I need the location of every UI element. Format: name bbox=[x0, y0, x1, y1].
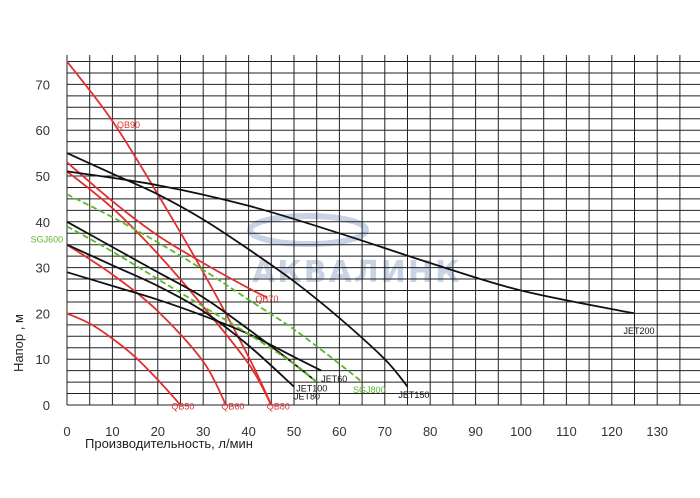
curve-qb70 bbox=[66, 161, 268, 299]
curve-qb60 bbox=[66, 243, 227, 406]
curve-jet80 bbox=[66, 243, 295, 388]
curve-label-jet150: JET150 bbox=[398, 390, 429, 400]
curve-label-jet200: JET200 bbox=[624, 326, 655, 336]
curve-jet200 bbox=[66, 170, 635, 315]
curve-jet60 bbox=[66, 271, 322, 372]
y-axis-title: Напор , м bbox=[11, 314, 26, 372]
x-axis-ticks: 0 10 20 30 40 50 60 70 80 90 100 110 120 130 bbox=[63, 424, 668, 439]
x-tick-label: 120 bbox=[601, 424, 623, 439]
curve-sgj600 bbox=[66, 225, 318, 383]
curve-label-qb60: QB60 bbox=[221, 402, 244, 412]
curve-label-jet100: JET100 bbox=[296, 383, 327, 393]
y-tick-label: 20 bbox=[36, 306, 50, 321]
curves bbox=[66, 60, 635, 406]
curve-sgj800 bbox=[66, 193, 363, 383]
y-tick-label: 70 bbox=[36, 77, 50, 92]
curve-label-qb70: QB70 bbox=[255, 294, 278, 304]
x-tick-label: 0 bbox=[63, 424, 70, 439]
x-tick-label: 60 bbox=[332, 424, 346, 439]
x-tick-label: 50 bbox=[287, 424, 301, 439]
y-tick-label: 50 bbox=[36, 169, 50, 184]
y-tick-label: 10 bbox=[36, 352, 50, 367]
y-tick-label: 30 bbox=[36, 261, 50, 276]
curve-qb90 bbox=[66, 60, 273, 406]
curve-label-sgj600: SGJ600 bbox=[31, 234, 64, 244]
y-axis-ticks: 0 10 20 30 40 50 60 70 bbox=[36, 77, 50, 413]
curve-label-sgj800: SGJ800 bbox=[353, 385, 386, 395]
x-tick-label: 110 bbox=[556, 424, 577, 439]
chart-grid bbox=[66, 55, 700, 406]
curve-label-jet80: JET80 bbox=[294, 392, 320, 402]
y-tick-label: 0 bbox=[43, 398, 50, 413]
x-tick-label: 20 bbox=[151, 424, 165, 439]
y-tick-label: 60 bbox=[36, 123, 50, 138]
x-tick-label: 40 bbox=[241, 424, 255, 439]
curve-qb50 bbox=[66, 312, 182, 406]
x-tick-label: 100 bbox=[510, 424, 532, 439]
curve-qb80 bbox=[66, 170, 273, 406]
watermark-logo-icon bbox=[247, 213, 369, 247]
x-tick-label: 70 bbox=[378, 424, 392, 439]
curve-label-qb90: QB90 bbox=[117, 120, 140, 130]
y-tick-label: 40 bbox=[36, 215, 50, 230]
x-tick-label: 30 bbox=[196, 424, 210, 439]
curve-label-jet60: JET60 bbox=[321, 374, 347, 384]
x-tick-label: 80 bbox=[423, 424, 437, 439]
x-tick-label: 130 bbox=[646, 424, 668, 439]
curve-label-qb80: QB80 bbox=[267, 402, 290, 412]
x-tick-label: 90 bbox=[468, 424, 482, 439]
curve-label-qb50: QB50 bbox=[171, 402, 194, 412]
x-tick-label: 10 bbox=[105, 424, 119, 439]
x-axis-title: Производительность, л/мин bbox=[85, 436, 253, 451]
